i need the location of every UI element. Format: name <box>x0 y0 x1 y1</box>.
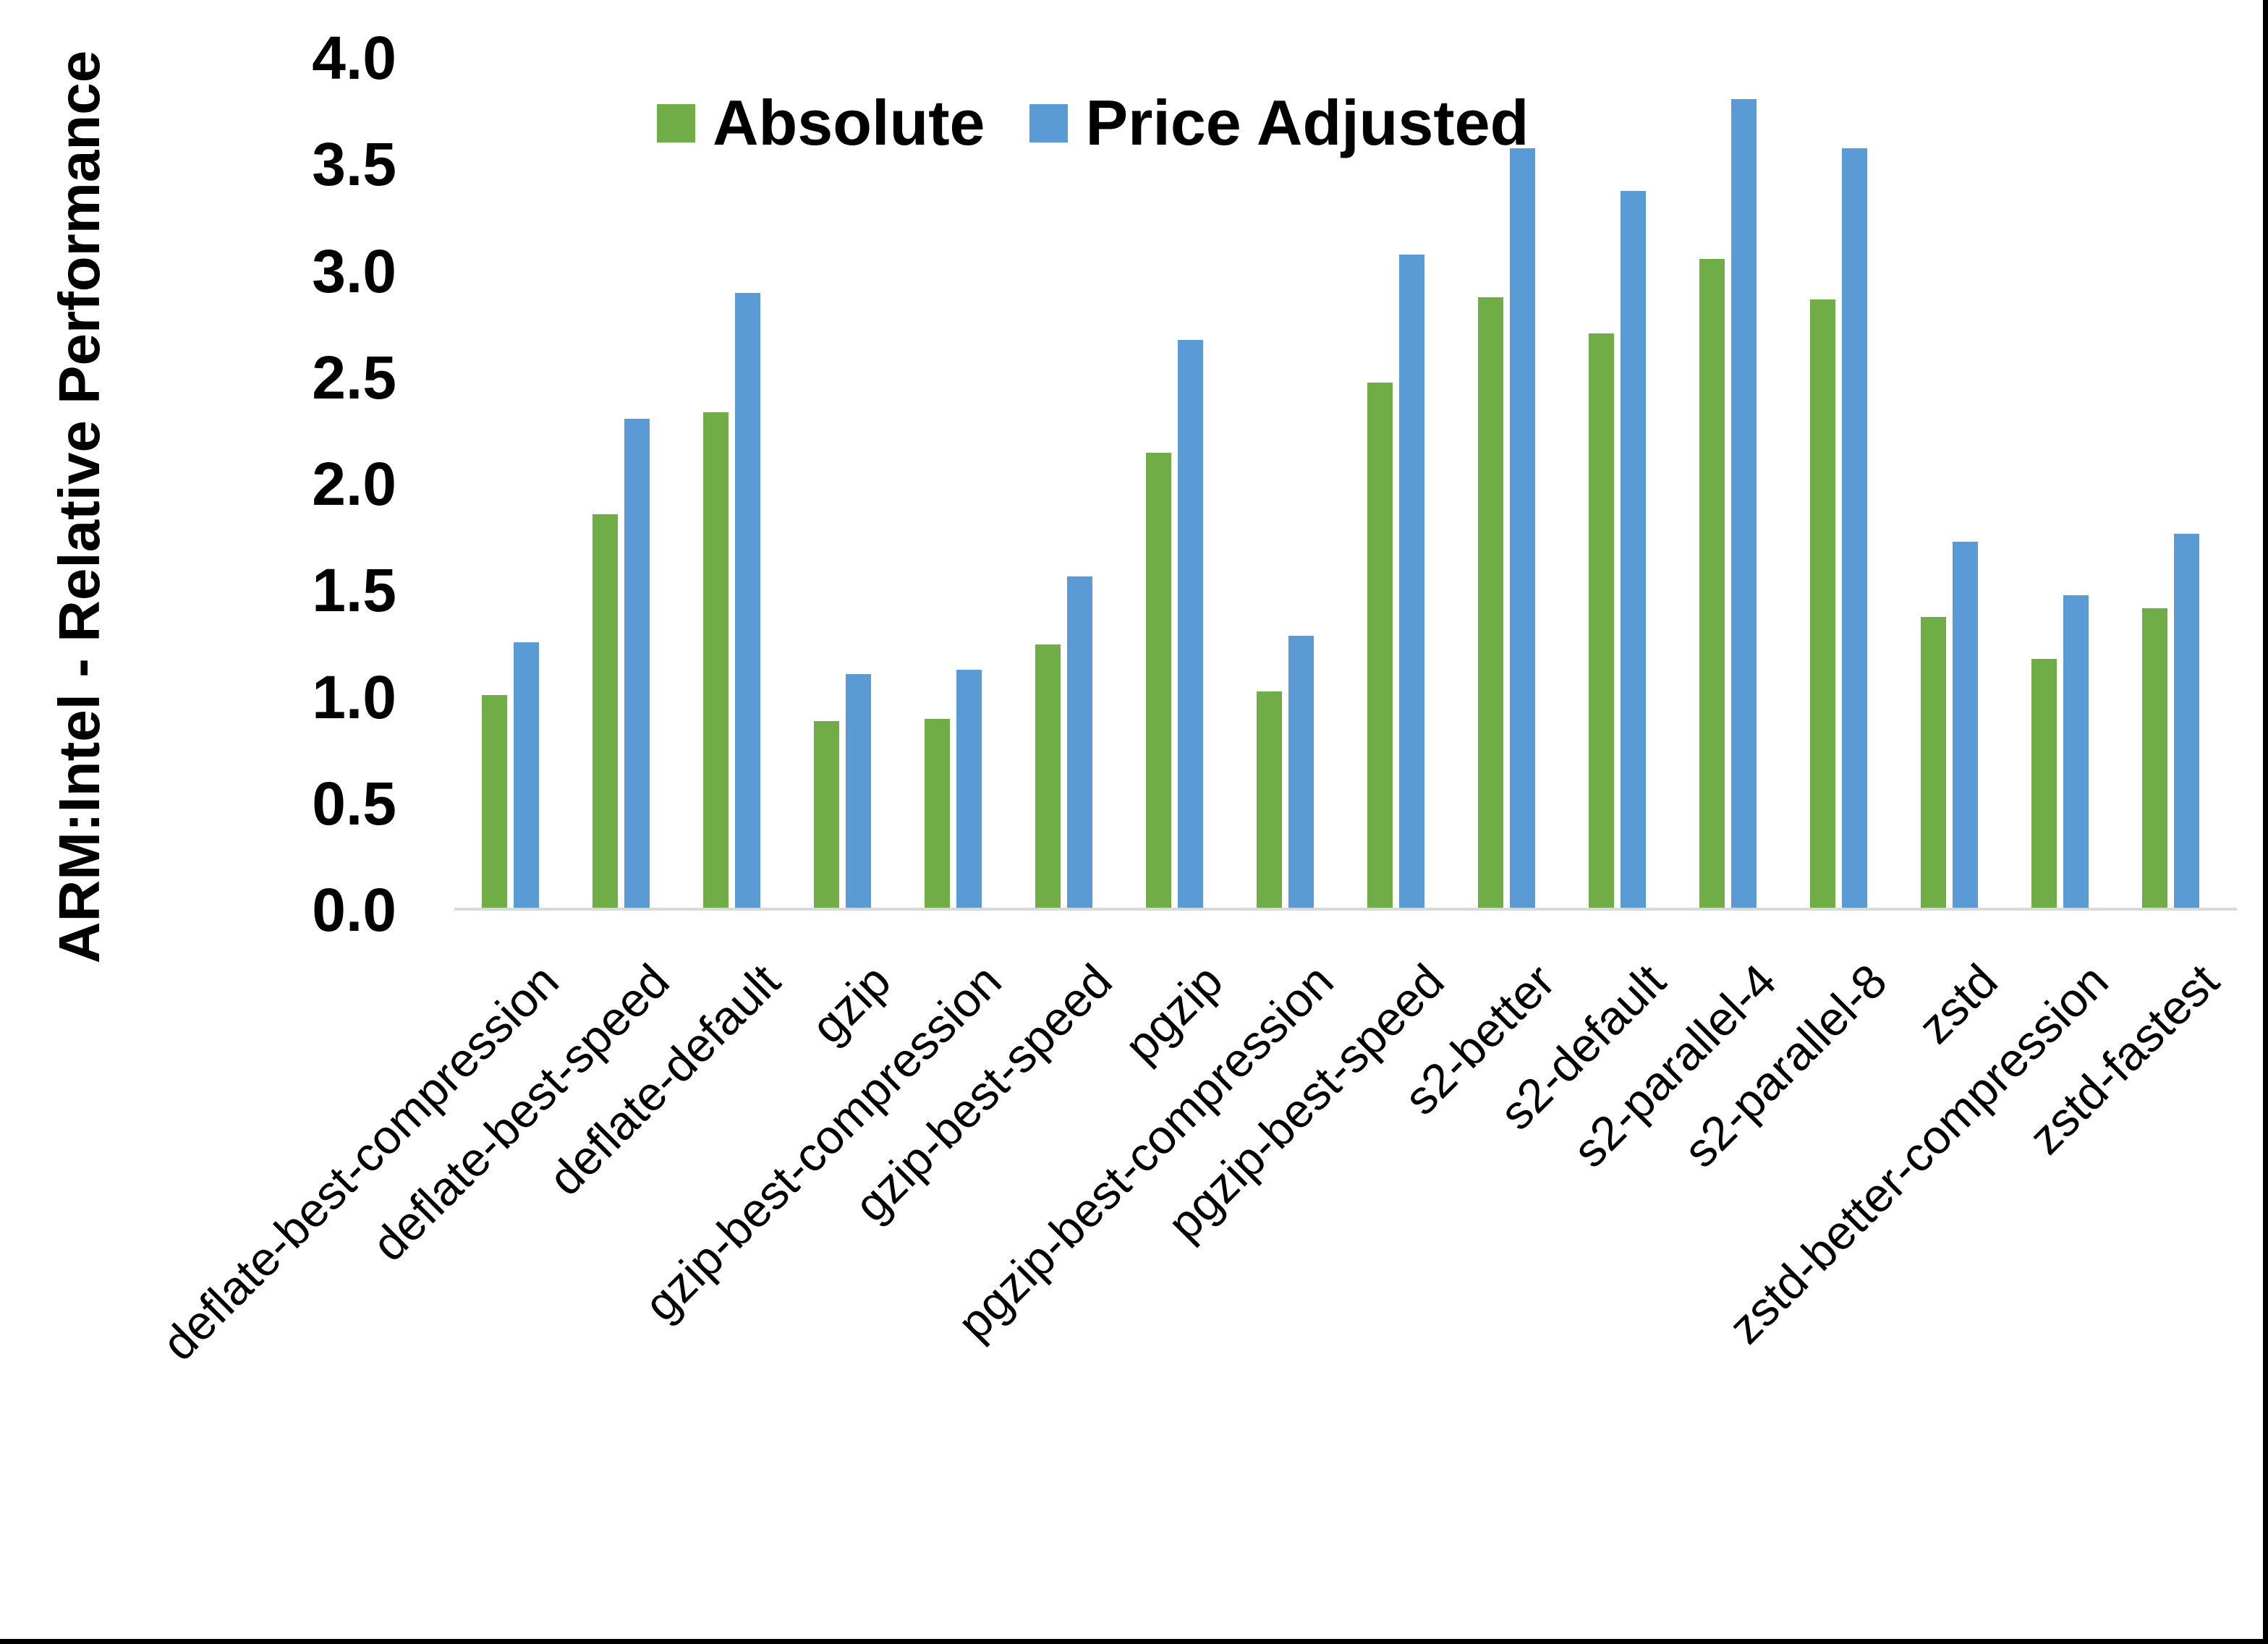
y-tick-label: 1.0 <box>312 663 396 731</box>
bar-price-adjusted-gzip-best-compression <box>956 670 982 908</box>
legend-swatch-price-adjusted <box>1029 103 1069 142</box>
bottom-border <box>0 1639 2268 1644</box>
right-border <box>2263 0 2268 1644</box>
y-tick-label: 4.0 <box>312 24 396 92</box>
bar-absolute-deflate-best-compression <box>482 695 507 908</box>
bar-price-adjusted-zstd <box>1953 542 1978 908</box>
bar-absolute-s2-parallel-8 <box>1810 299 1835 908</box>
bar-absolute-s2-default <box>1589 333 1614 908</box>
bar-price-adjusted-deflate-default <box>735 293 760 908</box>
y-axis-title: ARM:Intel - Relative Performance <box>47 50 111 964</box>
y-tick-label: 2.5 <box>312 343 396 412</box>
x-axis-line <box>454 908 2237 911</box>
bar-absolute-gzip <box>814 721 839 908</box>
bar-price-adjusted-gzip-best-speed <box>1067 576 1092 908</box>
bar-price-adjusted-s2-default <box>1621 191 1646 908</box>
legend-swatch-absolute <box>657 103 695 142</box>
bar-absolute-gzip-best-speed <box>1035 644 1061 908</box>
bar-price-adjusted-s2-better <box>1510 148 1535 908</box>
bar-price-adjusted-s2-parallel-8 <box>1842 148 1867 908</box>
bar-absolute-gzip-best-compression <box>925 719 950 908</box>
y-tick-label: 3.5 <box>312 130 396 199</box>
bar-absolute-pgzip-best-speed <box>1367 383 1393 908</box>
legend: Absolute Price Adjusted <box>657 88 1529 158</box>
y-tick-label: 0.5 <box>312 769 396 838</box>
bar-price-adjusted-pgzip <box>1178 340 1203 908</box>
bar-price-adjusted-deflate-best-compression <box>514 642 539 908</box>
y-tick-label: 2.0 <box>312 450 396 518</box>
bar-absolute-pgzip-best-compression <box>1257 691 1282 908</box>
bar-price-adjusted-deflate-best-speed <box>624 419 650 908</box>
bar-price-adjusted-zstd-fastest <box>2174 534 2199 908</box>
y-tick-label: 3.0 <box>312 237 396 305</box>
y-tick-label: 0.0 <box>312 876 396 944</box>
bar-absolute-zstd <box>1921 617 1946 908</box>
legend-item-price-adjusted: Price Adjusted <box>1029 88 1529 158</box>
legend-label-absolute: Absolute <box>713 87 985 158</box>
bar-price-adjusted-zstd-better-compression <box>2063 595 2089 908</box>
bar-absolute-pgzip <box>1146 453 1171 908</box>
bar-price-adjusted-gzip <box>846 674 871 908</box>
bar-absolute-zstd-fastest <box>2142 608 2167 908</box>
bar-absolute-deflate-default <box>703 412 729 908</box>
bar-absolute-zstd-better-compression <box>2031 659 2057 908</box>
bar-absolute-s2-better <box>1478 297 1503 908</box>
legend-item-absolute: Absolute <box>657 88 985 158</box>
bar-price-adjusted-pgzip-best-speed <box>1399 255 1424 908</box>
bar-absolute-s2-parallel-4 <box>1699 259 1725 908</box>
y-tick-label: 1.5 <box>312 556 396 625</box>
bar-absolute-deflate-best-speed <box>593 514 618 908</box>
legend-label-price-adjusted: Price Adjusted <box>1085 87 1529 158</box>
bar-price-adjusted-pgzip-best-compression <box>1288 636 1314 908</box>
bar-price-adjusted-s2-parallel-4 <box>1731 99 1757 908</box>
